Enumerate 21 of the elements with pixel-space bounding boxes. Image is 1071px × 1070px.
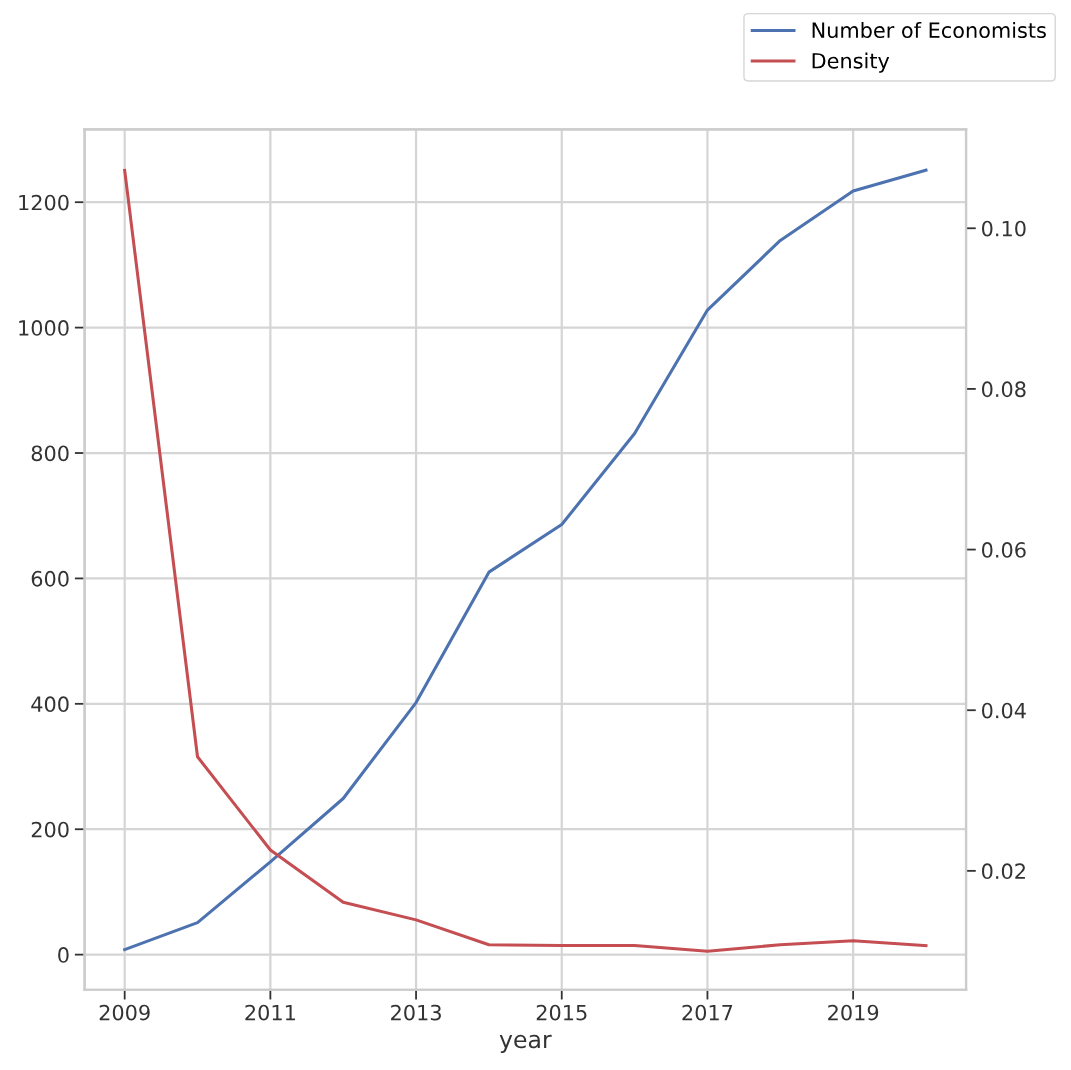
y-tick-label: 200 <box>31 821 69 838</box>
y-tick-label: 600 <box>31 570 69 587</box>
y-tick-label: 400 <box>31 696 69 713</box>
x-tick-label: 2017 <box>682 1004 733 1021</box>
y2-tick-label: 0.06 <box>982 542 1026 558</box>
x-tick-label: 2013 <box>391 1004 441 1021</box>
y-tick-label: 0 <box>58 947 69 963</box>
legend-label: Density <box>812 52 890 73</box>
y2-tick-label: 0.08 <box>982 381 1026 398</box>
legend-label: Number of Economists <box>812 21 1046 39</box>
x-tick-label: 2009 <box>99 1004 150 1021</box>
x-tick-label: 2019 <box>828 1004 879 1021</box>
x-tick-label: 2015 <box>536 1004 587 1021</box>
y-tick-label: 800 <box>31 445 69 462</box>
y-tick-label: 1000 <box>19 320 69 336</box>
y2-tick-label: 0.02 <box>982 863 1025 880</box>
y2-tick-label: 0.10 <box>982 220 1026 237</box>
y-tick-label: 1200 <box>19 194 69 211</box>
x-tick-label: 2011 <box>245 1004 295 1021</box>
y2-tick-label: 0.04 <box>982 702 1026 719</box>
x-axis-title: year <box>499 1034 552 1053</box>
